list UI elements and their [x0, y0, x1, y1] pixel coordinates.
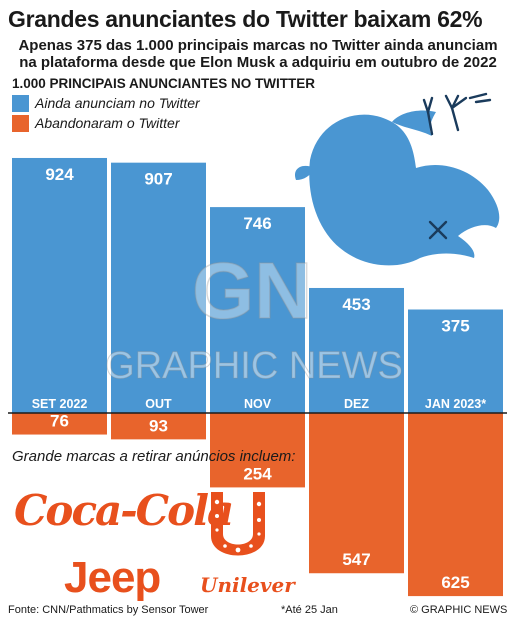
data-label-abandoned: 76: [50, 412, 69, 431]
data-label-remaining: 453: [342, 295, 370, 314]
footer-note: *Até 25 Jan: [281, 604, 338, 616]
chart-section-label: 1.000 PRINCIPAIS ANUNCIANTES NO TWITTER: [12, 76, 316, 91]
data-label-remaining: 375: [441, 317, 469, 336]
bar-abandoned: [210, 413, 305, 488]
data-label-abandoned: 625: [441, 573, 469, 592]
data-label-abandoned: 547: [342, 550, 370, 569]
bar-remaining: [111, 162, 206, 413]
coca-cola-logo: Coca-Cola: [14, 486, 234, 535]
bar-abandoned: [309, 413, 404, 574]
brands-intro-text: Grande marcas a retirar anúncios incluem…: [12, 448, 296, 465]
bar-remaining: [309, 287, 404, 413]
bar-abandoned: [111, 413, 206, 440]
page-subtitle: Apenas 375 das 1.000 principais marcas n…: [18, 37, 498, 71]
footer-source: Fonte: CNN/Pathmatics by Sensor Tower: [8, 604, 209, 616]
bar-abandoned: [12, 413, 107, 435]
jeep-logo: Jeep: [64, 553, 161, 602]
data-label-abandoned: 93: [149, 416, 168, 435]
bar-remaining: [408, 309, 503, 413]
legend-swatch-orange: [12, 115, 29, 132]
data-label-abandoned: 254: [243, 464, 272, 483]
unilever-logo: Unilever: [200, 573, 295, 597]
data-label-remaining: 907: [144, 170, 172, 189]
data-label-remaining: 746: [243, 214, 271, 233]
category-label: SET 2022: [32, 397, 88, 411]
legend-label-abandoned: Abandonaram o Twitter: [35, 115, 180, 131]
unilever-emblem-icon: [211, 492, 265, 556]
legend-swatch-blue: [12, 95, 29, 112]
bar-abandoned: [408, 413, 503, 597]
data-label-remaining: 924: [45, 165, 74, 184]
bar-remaining: [12, 157, 107, 413]
legend-label-remaining: Ainda anunciam no Twitter: [35, 95, 200, 111]
category-label: DEZ: [344, 397, 369, 411]
footer-credit: © GRAPHIC NEWS: [410, 604, 508, 616]
category-label: NOV: [244, 397, 272, 411]
category-label: OUT: [145, 397, 172, 411]
bar-remaining: [210, 207, 305, 413]
page-title: Grandes anunciantes do Twitter baixam 62…: [8, 6, 483, 32]
category-label: JAN 2023*: [425, 397, 486, 411]
